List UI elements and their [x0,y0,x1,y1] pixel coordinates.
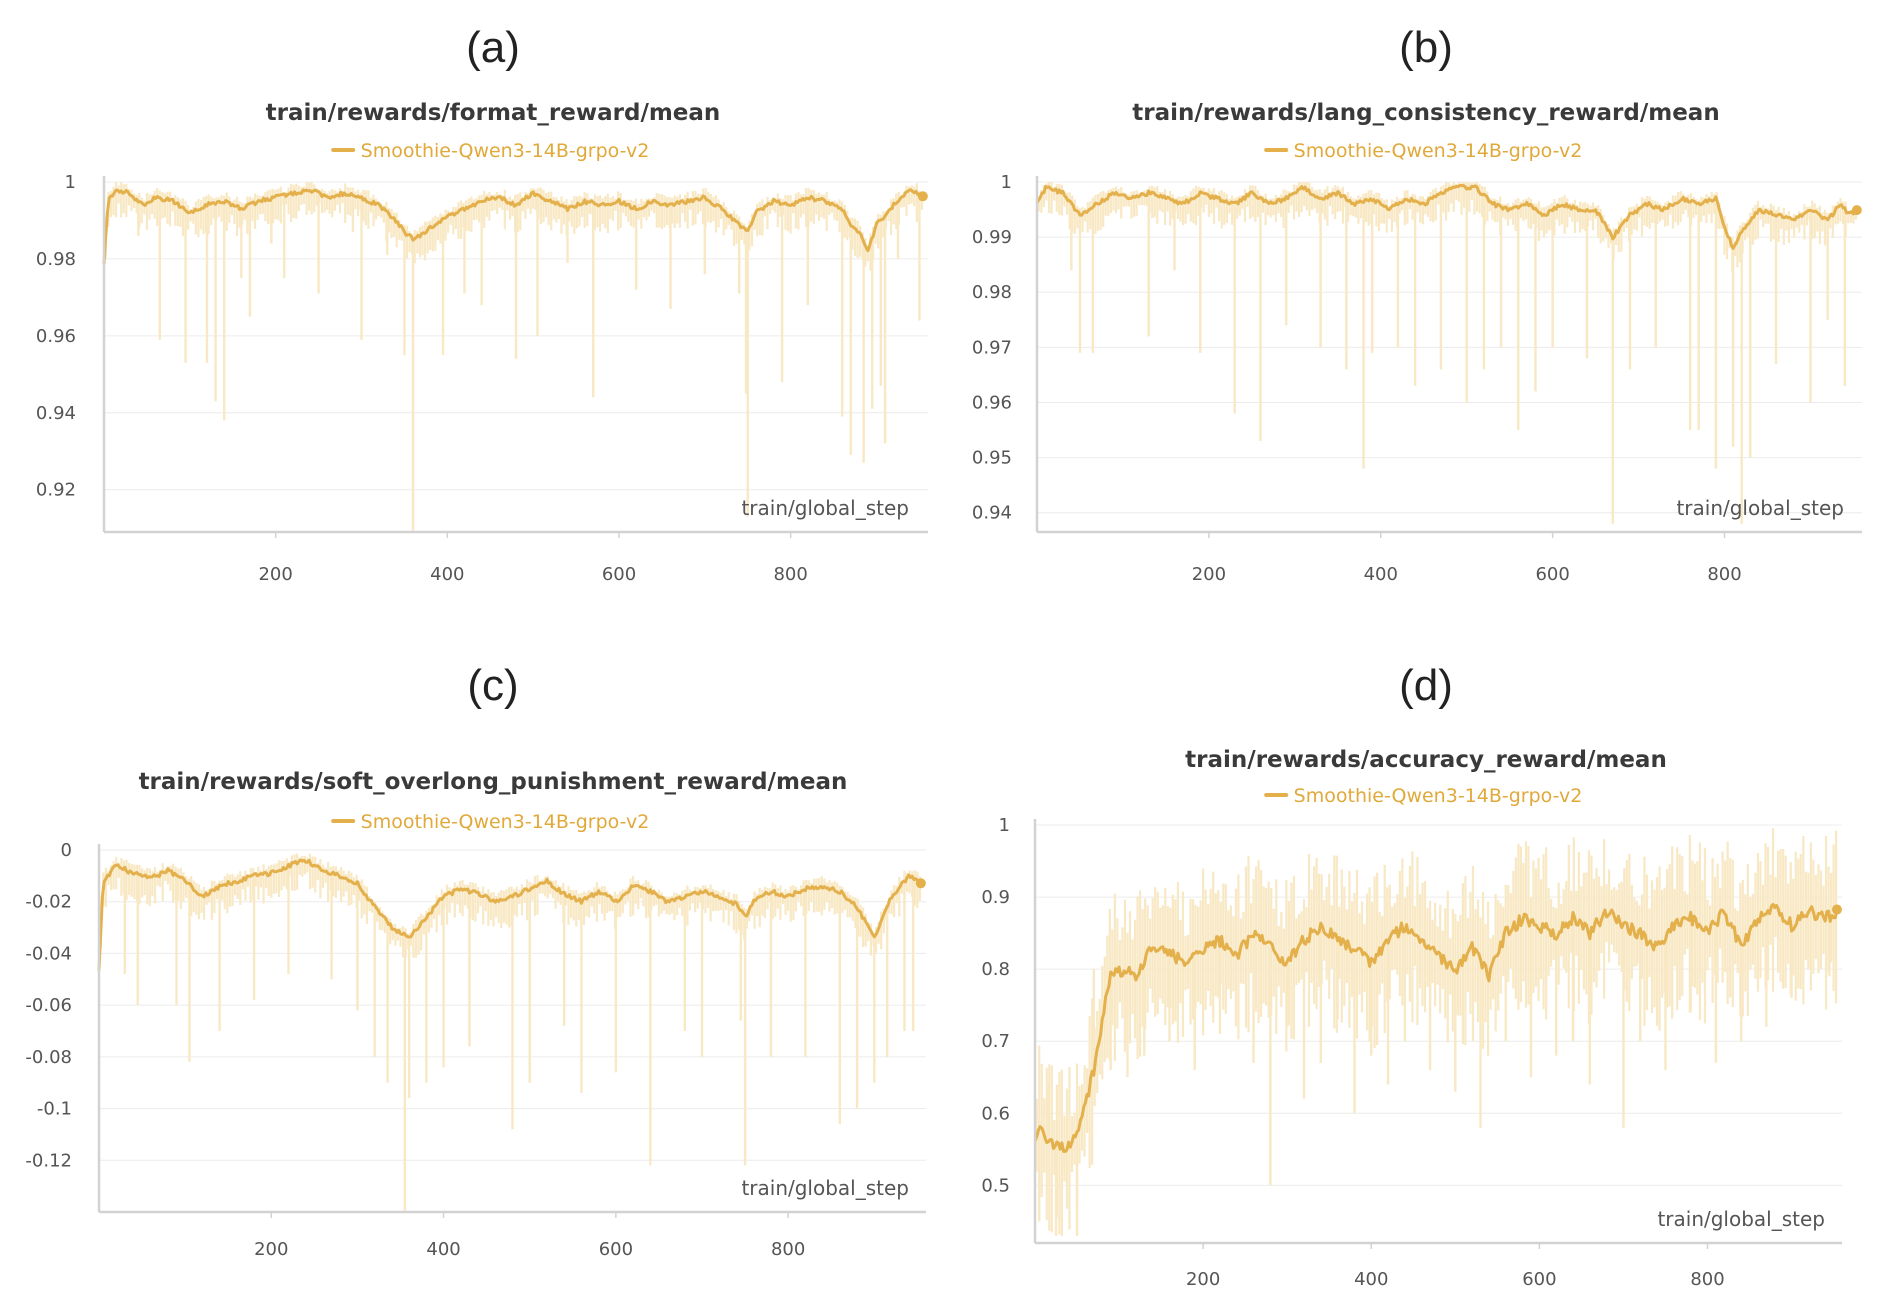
y-tick-label: 0.96 [36,326,76,347]
y-tick-label: 0.6 [981,1103,1010,1124]
x-tick-label: 600 [1535,564,1569,585]
y-tick-label: -0.06 [25,995,72,1016]
chart-panel-a: (a) train/rewards/format_reward/mean Smoot… [36,23,928,585]
x-tick-label: 400 [430,564,464,585]
x-tick-label: 400 [1364,564,1398,585]
y-tick-label: 1 [999,815,1010,836]
raw-spikes [1038,911,1831,1236]
raw-spikes [123,865,915,1212]
y-tick-label: 1 [65,172,76,193]
y-tick-label: 0.98 [36,249,76,270]
y-tick-label: -0.04 [25,943,72,964]
legend-label: Smoothie-Qwen3-14B-grpo-v2 [361,811,650,833]
y-tick-label: 0.99 [972,227,1012,248]
panel-label: (a) [466,23,520,72]
x-tick-label: 800 [771,1239,805,1260]
x-tick-label: 400 [426,1239,460,1260]
chart-panel-c: (c) train/rewards/soft_overlong_punishmen… [25,661,926,1260]
y-tick-label: 0.94 [972,503,1012,524]
x-axis-label: train/global_step [741,1176,909,1200]
y-tick-label: -0.12 [25,1150,72,1171]
smoothed-series-line [1035,184,1859,250]
legend: Smoothie-Qwen3-14B-grpo-v2 [331,811,650,833]
x-axis-label: train/global_step [741,496,909,520]
chart-panel-d: (d) train/rewards/accuracy_reward/mean Smo… [981,661,1842,1290]
raw-spikes [137,193,921,532]
y-tick-label: 1 [1001,172,1012,193]
y-tick-label: 0.96 [972,392,1012,413]
y-tick-label: 0.98 [972,282,1012,303]
panel-label: (c) [467,661,518,710]
y-tick-label: 0.5 [981,1175,1010,1196]
y-tick-label: 0.7 [981,1031,1010,1052]
smoothed-series-line [1033,903,1839,1153]
smoothed-series-line [97,858,922,971]
y-tick-label: 0.97 [972,337,1012,358]
raw-noise [104,182,924,271]
chart-panel-b: (b) train/rewards/lang_consistency_reward… [972,23,1862,585]
legend-label: Smoothie-Qwen3-14B-grpo-v2 [1294,785,1583,807]
raw-noise [99,853,922,958]
x-tick-label: 200 [254,1239,288,1260]
x-tick-label: 800 [1707,564,1741,585]
chart-title: train/rewards/lang_consistency_reward/me… [1132,100,1719,126]
y-tick-label: 0.9 [981,887,1010,908]
y-tick-label: 0.92 [36,480,76,501]
y-tick-label: -0.1 [37,1099,72,1120]
x-tick-label: 800 [1690,1269,1724,1290]
x-tick-label: 600 [599,1239,633,1260]
smoothed-series-line [102,188,925,265]
legend: Smoothie-Qwen3-14B-grpo-v2 [1264,785,1583,807]
y-tick-label: 0.8 [981,959,1010,980]
y-tick-label: 0 [61,840,72,861]
x-tick-label: 200 [258,564,292,585]
legend: Smoothie-Qwen3-14B-grpo-v2 [331,140,650,162]
x-tick-label: 600 [602,564,636,585]
chart-title: train/rewards/format_reward/mean [266,100,721,126]
series-end-point [915,878,926,889]
raw-spikes [1070,187,1847,524]
series-end-point [1851,205,1862,216]
x-tick-label: 200 [1186,1269,1220,1290]
legend: Smoothie-Qwen3-14B-grpo-v2 [1264,140,1583,162]
panel-label: (d) [1399,661,1453,710]
y-tick-label: 0.95 [972,448,1012,469]
legend-label: Smoothie-Qwen3-14B-grpo-v2 [1294,140,1583,162]
chart-title: train/rewards/accuracy_reward/mean [1185,747,1667,773]
x-tick-label: 600 [1522,1269,1556,1290]
x-tick-label: 800 [773,564,807,585]
chart-title: train/rewards/soft_overlong_punishment_r… [139,769,848,795]
x-tick-label: 400 [1354,1269,1388,1290]
x-axis-label: train/global_step [1657,1207,1825,1231]
series-end-point [1831,904,1842,915]
panel-label: (b) [1399,23,1453,72]
y-tick-label: -0.02 [25,892,72,913]
legend-label: Smoothie-Qwen3-14B-grpo-v2 [361,140,650,162]
x-tick-label: 200 [1192,564,1226,585]
series-end-point [917,191,928,202]
y-tick-label: 0.94 [36,403,76,424]
x-axis-label: train/global_step [1676,496,1844,520]
y-tick-label: -0.08 [25,1047,72,1068]
